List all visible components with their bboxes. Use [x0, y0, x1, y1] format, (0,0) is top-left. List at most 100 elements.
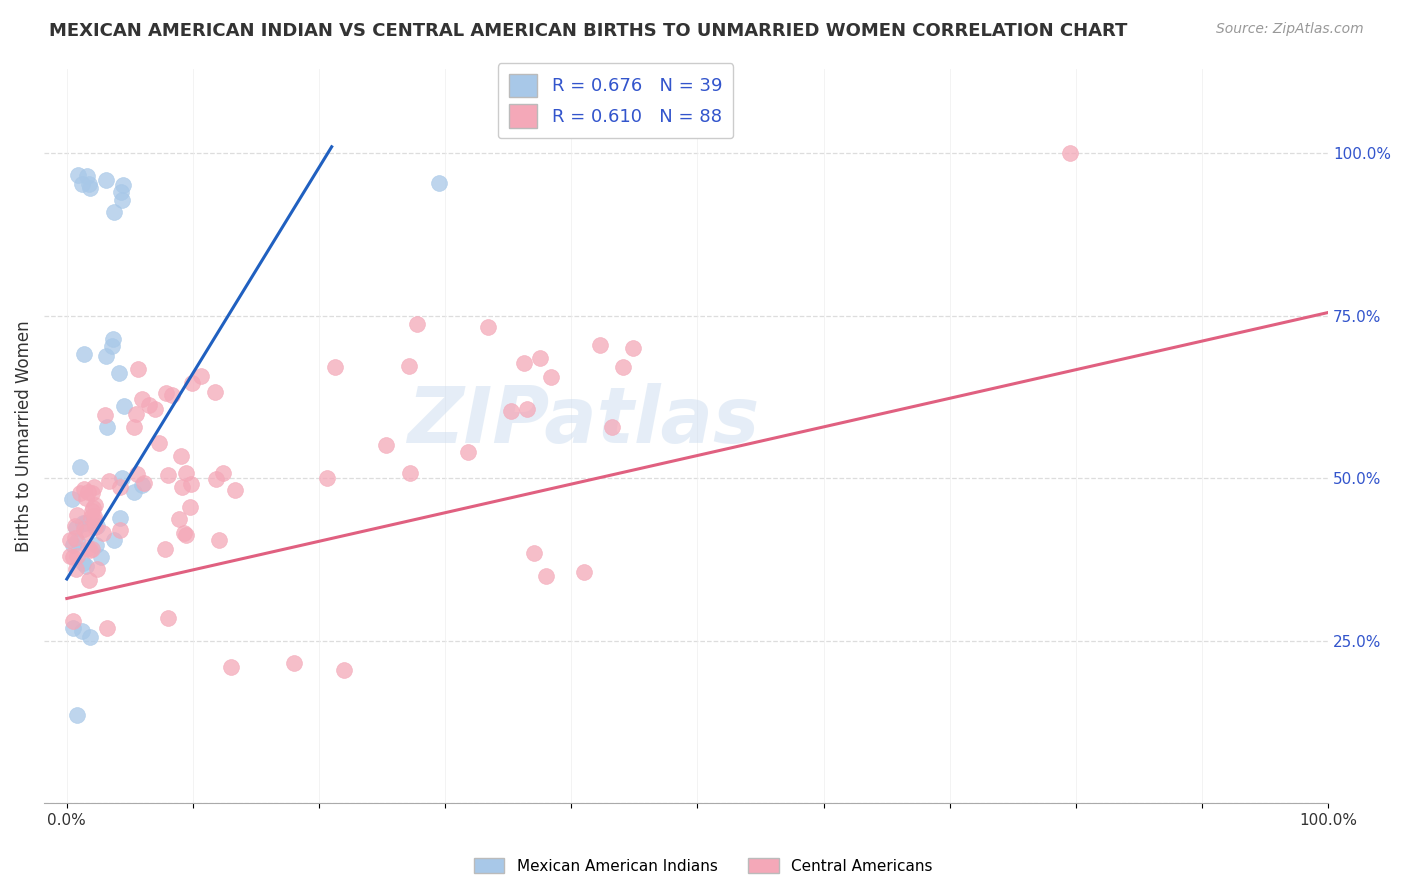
- Legend: Mexican American Indians, Central Americans: Mexican American Indians, Central Americ…: [468, 852, 938, 880]
- Point: [94, 349, 117, 363]
- Point: [1059, 146, 1081, 161]
- Point: [91, 525, 114, 540]
- Point: [62, 621, 84, 635]
- Y-axis label: Births to Unmarried Women: Births to Unmarried Women: [15, 320, 32, 552]
- Point: [179, 500, 201, 514]
- Point: [224, 483, 246, 497]
- Point: [84, 538, 107, 552]
- Point: [62, 549, 84, 564]
- Point: [101, 339, 124, 353]
- Point: [143, 401, 166, 416]
- Point: [77, 541, 100, 555]
- Point: [160, 388, 183, 402]
- Point: [153, 542, 176, 557]
- Point: [63, 531, 86, 545]
- Point: [621, 342, 644, 356]
- Point: [522, 546, 544, 560]
- Point: [73, 516, 96, 531]
- Point: [66, 508, 89, 522]
- Point: [77, 177, 100, 191]
- Point: [399, 467, 422, 481]
- Point: [90, 549, 112, 564]
- Point: [66, 708, 89, 723]
- Point: [63, 518, 86, 533]
- Point: [122, 420, 145, 434]
- Point: [103, 204, 125, 219]
- Point: [59, 549, 82, 563]
- Point: [79, 631, 101, 645]
- Point: [190, 369, 212, 384]
- Text: Source: ZipAtlas.com: Source: ZipAtlas.com: [1216, 22, 1364, 37]
- Point: [75, 559, 97, 574]
- Point: [131, 477, 153, 491]
- Point: [59, 533, 82, 547]
- Point: [83, 513, 105, 527]
- Point: [540, 370, 562, 384]
- Point: [499, 404, 522, 418]
- Point: [80, 504, 103, 518]
- Point: [62, 614, 84, 628]
- Text: MEXICAN AMERICAN INDIAN VS CENTRAL AMERICAN BIRTHS TO UNMARRIED WOMEN CORRELATIO: MEXICAN AMERICAN INDIAN VS CENTRAL AMERI…: [49, 22, 1128, 40]
- Point: [315, 471, 337, 485]
- Point: [122, 485, 145, 500]
- Point: [73, 522, 96, 536]
- Point: [333, 663, 356, 677]
- Point: [374, 437, 396, 451]
- Point: [155, 385, 177, 400]
- Point: [86, 519, 108, 533]
- Point: [156, 611, 179, 625]
- Point: [406, 317, 429, 331]
- Point: [83, 480, 105, 494]
- Point: [602, 419, 624, 434]
- Point: [84, 520, 107, 534]
- Text: ZIPatlas: ZIPatlas: [408, 384, 759, 459]
- Point: [75, 524, 97, 539]
- Point: [70, 624, 93, 638]
- Point: [180, 476, 202, 491]
- Point: [79, 181, 101, 195]
- Point: [62, 538, 84, 552]
- Point: [477, 320, 499, 334]
- Point: [72, 556, 94, 570]
- Point: [66, 549, 89, 564]
- Point: [72, 483, 94, 497]
- Point: [125, 407, 148, 421]
- Point: [76, 484, 98, 499]
- Point: [80, 509, 103, 524]
- Point: [111, 178, 134, 192]
- Point: [96, 621, 118, 635]
- Point: [181, 376, 204, 390]
- Point: [529, 351, 551, 365]
- Point: [398, 359, 420, 373]
- Point: [67, 168, 90, 182]
- Point: [169, 449, 191, 463]
- Point: [125, 467, 148, 481]
- Point: [80, 485, 103, 500]
- Point: [70, 177, 93, 191]
- Point: [66, 534, 89, 549]
- Point: [170, 480, 193, 494]
- Point: [427, 176, 450, 190]
- Point: [69, 486, 91, 500]
- Point: [93, 409, 115, 423]
- Point: [132, 476, 155, 491]
- Point: [60, 491, 83, 506]
- Point: [127, 361, 149, 376]
- Point: [323, 359, 346, 374]
- Point: [516, 402, 538, 417]
- Point: [138, 399, 160, 413]
- Legend: R = 0.676   N = 39, R = 0.610   N = 88: R = 0.676 N = 39, R = 0.610 N = 88: [498, 63, 734, 138]
- Point: [534, 568, 557, 582]
- Point: [84, 498, 107, 512]
- Point: [513, 356, 536, 370]
- Point: [72, 516, 94, 530]
- Point: [110, 524, 132, 538]
- Point: [65, 520, 87, 534]
- Point: [79, 543, 101, 558]
- Point: [157, 468, 180, 483]
- Point: [131, 392, 153, 406]
- Point: [174, 467, 197, 481]
- Point: [69, 460, 91, 475]
- Point: [111, 194, 134, 208]
- Point: [148, 436, 170, 450]
